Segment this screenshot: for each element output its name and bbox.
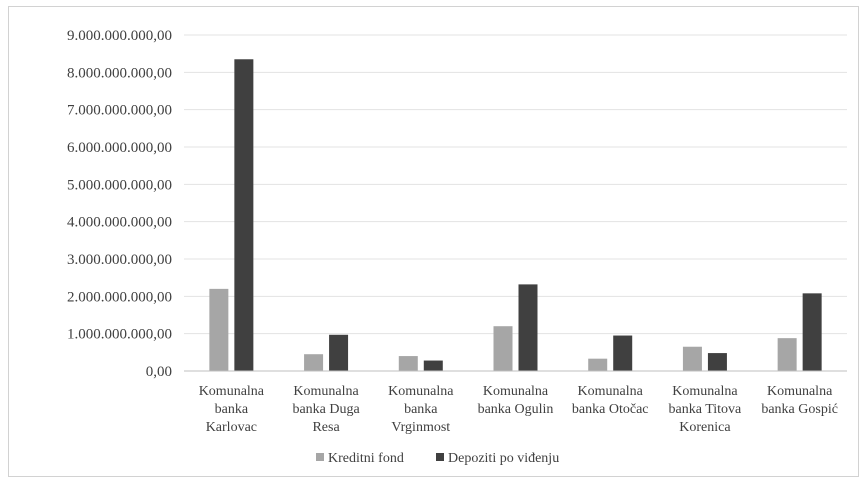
y-tick-label: 9.000.000.000,00 [67,28,172,44]
y-tick-label: 3.000.000.000,00 [67,252,172,268]
x-category-label: Komunalna banka Ogulin [478,384,554,417]
bar-depoziti-po-videnju [518,284,538,371]
x-category-label: Komunalna banka Vrginmost [388,384,454,435]
bar-kreditni-fond [588,358,608,371]
x-axis-category-labels: Komunalna banka Karlovac Komunalna banka Dug… [199,384,838,435]
bars [209,59,822,372]
bar-depoziti-po-videnju [329,334,349,371]
bar-depoziti-po-videnju [802,293,822,371]
bar-depoziti-po-videnju [234,59,254,372]
x-category-label: Komunalna banka Duga Resa [292,384,360,435]
x-category-label: Komunalna banka Otočac [572,384,649,417]
y-tick-label: 5.000.000.000,00 [67,177,172,193]
bar-kreditni-fond [398,356,418,371]
bar-depoziti-po-videnju [707,353,727,371]
y-tick-label: 0,00 [146,364,172,380]
chart-frame: 0,00 1.000.000.000,00 2.000.000.000,00 3.00… [8,6,859,477]
legend: Kreditni fond Depoziti po viđenju [316,451,559,466]
gridlines [184,34,847,335]
x-category-label: Komunalna banka Karlovac [199,384,265,435]
y-tick-label: 8.000.000.000,00 [67,65,172,81]
bar-depoziti-po-videnju [613,335,633,371]
x-category-label: Komunalna banka Titova Korenica [669,384,743,435]
y-tick-label: 6.000.000.000,00 [67,140,172,156]
legend-swatch [316,453,324,461]
x-category-label: Komunalna banka Gospić [761,384,838,417]
bar-depoziti-po-videnju [423,360,443,371]
y-tick-label: 7.000.000.000,00 [67,103,172,119]
bar-kreditni-fond [777,338,797,371]
bar-kreditni-fond [493,326,513,371]
bar-kreditni-fond [304,354,324,371]
bar-kreditni-fond [209,288,229,371]
legend-label: Depoziti po viđenju [448,451,559,466]
y-tick-label: 1.000.000.000,00 [67,327,172,343]
bar-kreditni-fond [682,346,702,371]
legend-swatch [436,453,444,461]
y-tick-label: 4.000.000.000,00 [67,215,172,231]
y-axis-tick-labels: 0,00 1.000.000.000,00 2.000.000.000,00 3.00… [67,28,172,380]
legend-label: Kreditni fond [328,451,404,466]
y-tick-label: 2.000.000.000,00 [67,289,172,305]
bar-chart: 0,00 1.000.000.000,00 2.000.000.000,00 3.00… [67,28,847,466]
